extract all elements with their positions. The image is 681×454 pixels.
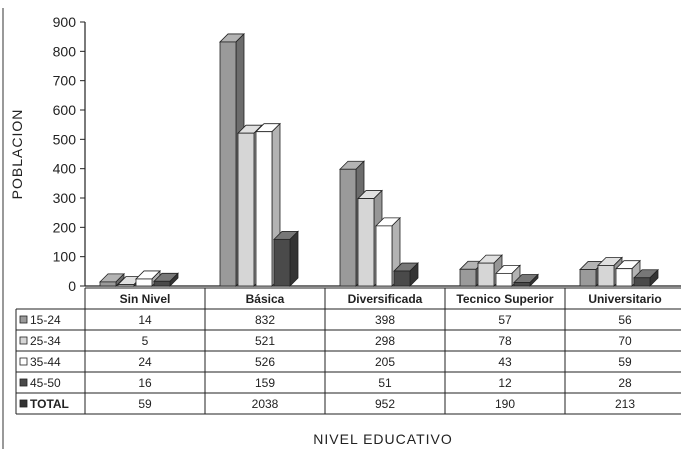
y-tick-label: 700	[53, 73, 77, 89]
y-tick-label: 100	[53, 249, 77, 265]
total-value: 190	[495, 397, 515, 411]
total-label: TOTAL	[30, 397, 69, 411]
bar	[339, 168, 357, 287]
bar	[135, 278, 153, 287]
bar	[579, 269, 597, 287]
category-label: Tecnico Superior	[456, 292, 553, 306]
data-label: 298	[375, 334, 395, 348]
bar	[597, 265, 615, 287]
data-label: 56	[618, 313, 632, 327]
bar	[153, 280, 171, 287]
legend-swatch	[19, 315, 28, 324]
y-tick-label: 400	[53, 161, 77, 177]
bar	[459, 268, 477, 287]
bar	[513, 282, 531, 287]
x-axis-title: NIVEL EDUCATIVO	[313, 431, 452, 447]
bar	[219, 41, 237, 287]
legend-entry: 35-44	[30, 355, 61, 369]
data-label: 14	[138, 313, 152, 327]
data-label: 51	[378, 376, 392, 390]
total-value: 952	[375, 397, 395, 411]
category-label: Sin Nivel	[120, 292, 171, 306]
category-label: Diversificada	[348, 292, 423, 306]
data-label: 24	[138, 355, 152, 369]
y-tick-label: 500	[53, 131, 77, 147]
legend-swatch	[19, 336, 28, 345]
data-label: 43	[498, 355, 512, 369]
data-label: 832	[255, 313, 275, 327]
legend-swatch	[19, 357, 28, 366]
bar	[273, 238, 291, 287]
bar	[237, 132, 255, 287]
data-label: 70	[618, 334, 632, 348]
bar	[357, 198, 375, 287]
bar-side	[289, 230, 299, 287]
y-axis-title: POBLACION	[9, 109, 25, 200]
data-label: 5	[142, 334, 149, 348]
data-label: 205	[375, 355, 395, 369]
data-label: 526	[255, 355, 275, 369]
data-label: 16	[138, 376, 152, 390]
data-label: 12	[498, 376, 512, 390]
y-tick-label: 900	[53, 14, 77, 30]
y-tick-label: 800	[53, 43, 77, 59]
bar	[633, 277, 651, 287]
total-value: 213	[615, 397, 635, 411]
data-label: 521	[255, 334, 275, 348]
legend-entry: 25-34	[30, 334, 61, 348]
y-tick-label: 300	[53, 190, 77, 206]
data-label: 28	[618, 376, 632, 390]
total-value: 59	[138, 397, 152, 411]
bar	[477, 262, 495, 287]
bar	[615, 268, 633, 287]
data-label: 78	[498, 334, 512, 348]
bar	[255, 131, 273, 287]
total-value: 2038	[252, 397, 279, 411]
data-label: 398	[375, 313, 395, 327]
bar	[117, 284, 135, 287]
category-label: Básica	[246, 292, 285, 306]
bar	[99, 281, 117, 287]
data-label: 57	[498, 313, 512, 327]
legend-entry: 15-24	[30, 313, 61, 327]
bar	[393, 270, 411, 287]
category-label: Universitario	[588, 292, 661, 306]
legend-swatch	[19, 378, 28, 387]
y-tick-label: 200	[53, 219, 77, 235]
bar	[375, 225, 393, 287]
legend-entry: 45-50	[30, 376, 61, 390]
y-tick-label: 600	[53, 102, 77, 118]
data-label: 59	[618, 355, 632, 369]
total-swatch	[19, 399, 28, 408]
bar	[495, 272, 513, 287]
y-tick-label: 0	[68, 278, 76, 294]
data-label: 159	[255, 376, 275, 390]
